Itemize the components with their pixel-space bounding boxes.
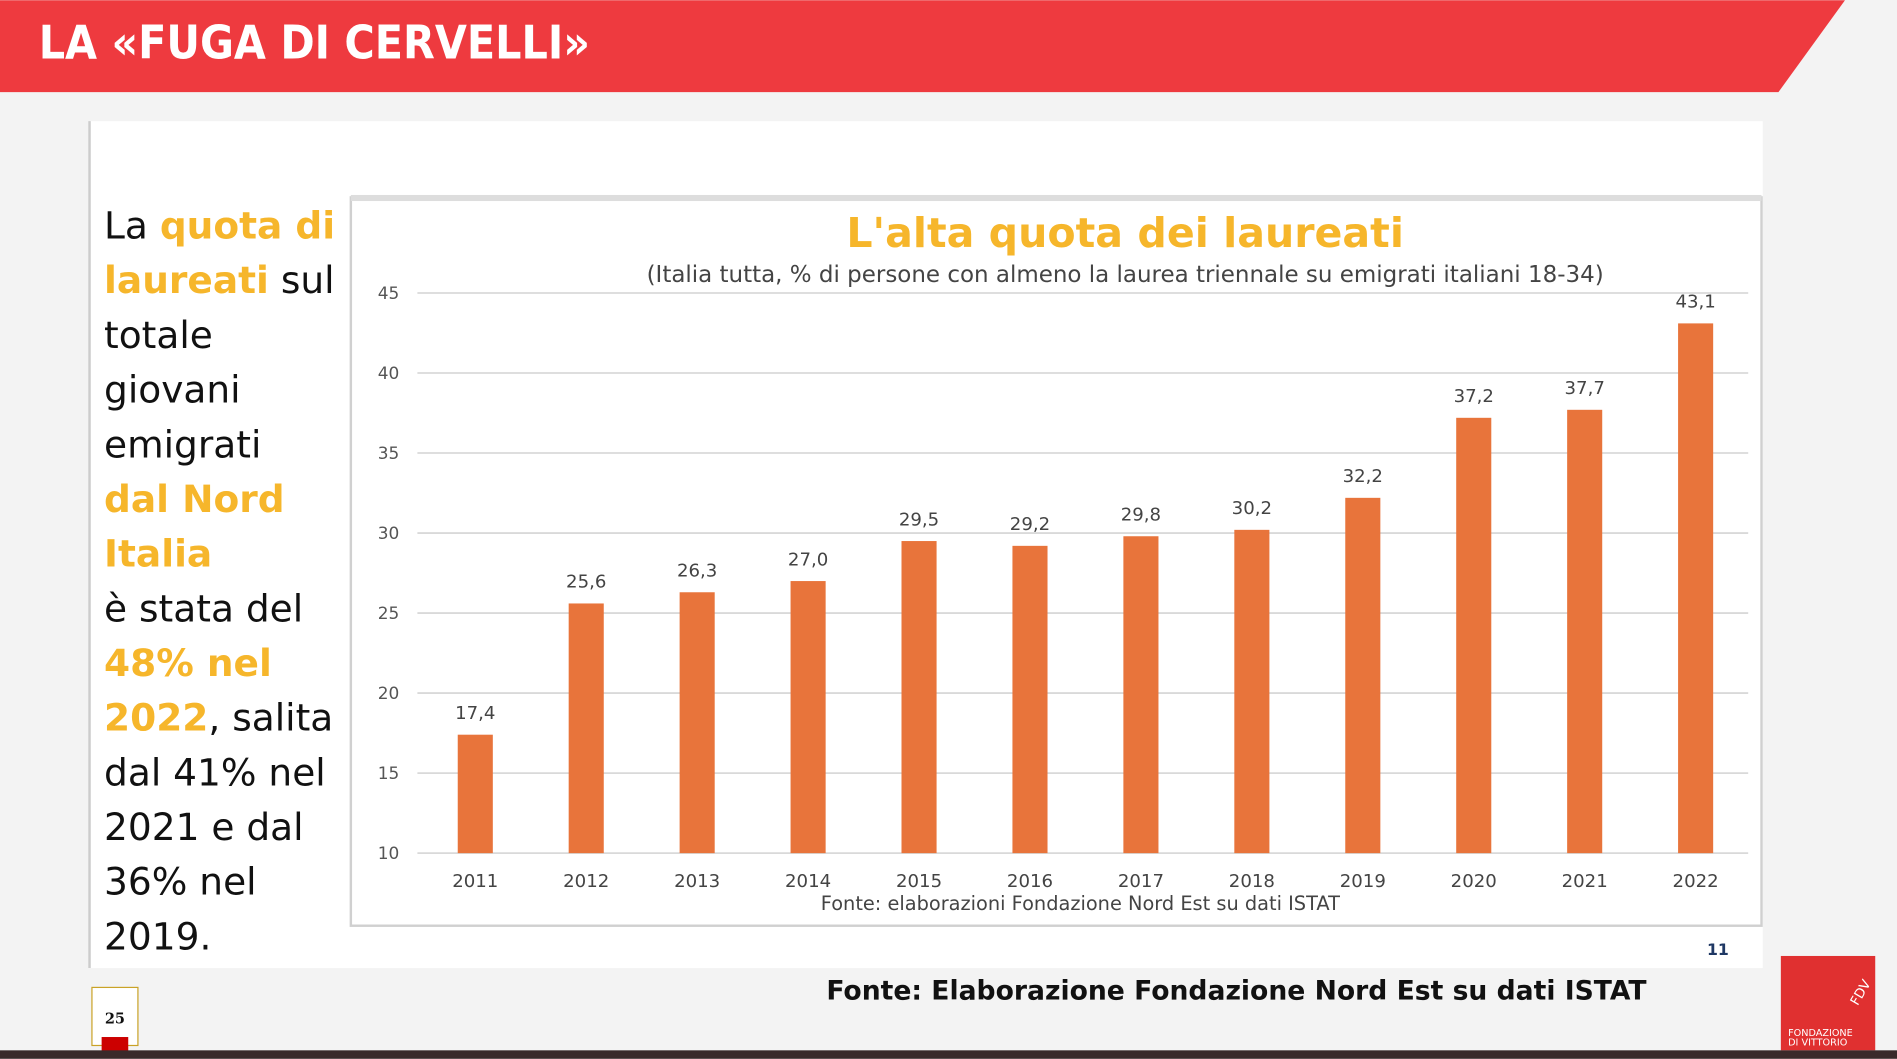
chart-title: L'alta quota dei laureati: [846, 209, 1404, 257]
y-tick-label: 40: [378, 363, 400, 383]
chart-page-number: 11: [1707, 940, 1729, 959]
side-text-segment: 2019.: [104, 914, 211, 958]
side-text-line: 48% nel: [104, 641, 272, 685]
value-label: 26,3: [677, 561, 717, 582]
side-text-segment: 2021 e dal: [104, 805, 304, 849]
side-text-line: 2019.: [104, 914, 211, 958]
chart-note: Fonte: elaborazioni Fondazione Nord Est …: [821, 892, 1340, 915]
value-label: 30,2: [1232, 498, 1272, 519]
side-text-line: laureati sul: [104, 258, 335, 302]
side-text-segment: giovani: [104, 368, 241, 412]
x-tick-label: 2012: [563, 871, 609, 892]
side-text-line: totale: [104, 313, 213, 357]
side-text-line: è stata del: [104, 586, 303, 630]
side-text-segment: 48% nel: [104, 641, 272, 685]
side-text-line: giovani: [104, 368, 241, 412]
value-label: 32,2: [1343, 466, 1383, 487]
side-text-segment: sul: [269, 258, 335, 302]
x-tick-label: 2011: [452, 871, 498, 892]
side-text-segment: quota di: [160, 204, 335, 248]
y-tick-label: 10: [378, 843, 400, 863]
x-tick-label: 2014: [785, 871, 831, 892]
side-text-line: dal 41% nel: [104, 750, 326, 794]
y-tick-label: 45: [378, 283, 400, 303]
header-band: [0, 0, 1845, 93]
side-text-segment: Italia: [104, 532, 212, 576]
bar: [1123, 536, 1159, 854]
side-text-line: 2022, salita: [104, 696, 333, 740]
x-tick-label: 2022: [1673, 871, 1719, 892]
chart: L'alta quota dei laureati (Italia tutta, …: [378, 209, 1749, 915]
x-tick-label: 2018: [1229, 871, 1275, 892]
y-tick-label: 20: [378, 683, 400, 703]
side-text-line: La quota di: [104, 204, 335, 248]
bar: [1234, 529, 1270, 854]
chart-frame: [349, 196, 1763, 927]
side-text-line: 36% nel: [104, 860, 257, 904]
header-title: LA «FUGA DI CERVELLI»: [39, 15, 590, 69]
bar: [1678, 323, 1714, 854]
footer-source: Fonte: Elaborazione Fondazione Nord Est …: [826, 976, 1647, 1007]
logo-line: FONDAZIONE: [1788, 1028, 1853, 1039]
slide-number-box: [91, 986, 139, 1047]
side-text-segment: 2022: [104, 696, 208, 740]
value-label: 43,1: [1675, 292, 1715, 313]
value-label: 29,8: [1121, 505, 1161, 526]
bar: [679, 592, 715, 854]
slide-marker: [101, 1037, 129, 1052]
x-tick-label: 2015: [896, 871, 942, 892]
bottom-strip: [0, 1050, 1897, 1059]
value-label: 29,2: [1010, 514, 1050, 535]
x-tick-label: 2016: [1007, 871, 1053, 892]
side-text-segment: dal Nord: [104, 477, 285, 521]
x-tick-label: 2020: [1451, 871, 1497, 892]
value-label: 27,0: [788, 549, 828, 570]
side-text-segment: 36% nel: [104, 860, 257, 904]
side-text-line: 2021 e dal: [104, 805, 304, 849]
side-text-segment: totale: [104, 313, 213, 357]
x-tick-label: 2019: [1340, 871, 1386, 892]
logo-box: [1780, 955, 1876, 1051]
y-tick-label: 25: [378, 603, 400, 623]
bar: [901, 541, 937, 854]
slide-number: 25: [105, 1011, 125, 1028]
bar: [568, 603, 604, 854]
side-text-line: emigrati: [104, 422, 261, 466]
side-text-segment: dal 41% nel: [104, 750, 326, 794]
side-text-segment: , salita: [208, 696, 333, 740]
side-text: La quota di laureati sul totale giovani emig…: [104, 204, 335, 959]
value-label: 37,7: [1565, 378, 1605, 399]
bar: [1012, 545, 1048, 854]
side-text-segment: La: [104, 204, 160, 248]
x-tick-label: 2017: [1118, 871, 1164, 892]
x-tick-label: 2021: [1562, 871, 1608, 892]
side-text-segment: laureati: [104, 258, 269, 302]
y-tick-label: 15: [378, 763, 400, 783]
side-text-segment: emigrati: [104, 422, 261, 466]
value-label: 29,5: [899, 509, 939, 530]
x-tick-label: 2013: [674, 871, 720, 892]
bar: [1456, 417, 1492, 854]
side-text-line: dal Nord: [104, 477, 285, 521]
value-label: 17,4: [455, 703, 495, 724]
chart-top-border: [350, 194, 1762, 202]
chart-subtitle: (Italia tutta, % di persone con almeno l…: [647, 262, 1604, 288]
value-label: 37,2: [1454, 386, 1494, 407]
bar: [1345, 497, 1381, 854]
bar: [457, 734, 493, 854]
side-text-segment: è stata del: [104, 586, 303, 630]
side-text-line: Italia: [104, 532, 212, 576]
bar: [1567, 409, 1603, 854]
value-label: 25,6: [566, 572, 606, 593]
bar: [790, 581, 826, 854]
logo-line: DI VITTORIO: [1788, 1037, 1848, 1048]
y-tick-label: 30: [378, 523, 400, 543]
y-tick-label: 35: [378, 443, 400, 463]
